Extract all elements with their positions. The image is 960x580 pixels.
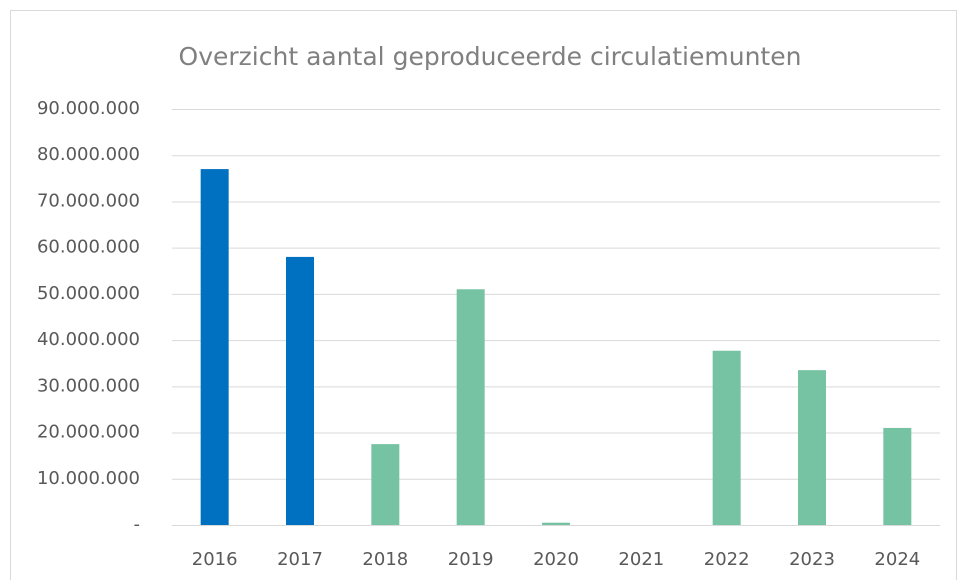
bar (712, 350, 741, 525)
y-tick-label: - (134, 514, 141, 535)
y-tick-label: 20.000.000 (37, 422, 140, 443)
x-tick-label: 2022 (704, 549, 750, 570)
bar (371, 444, 400, 525)
x-tick-label: 2019 (448, 549, 494, 570)
bar (542, 522, 570, 525)
x-tick-label: 2016 (192, 549, 238, 570)
y-tick-label: 70.000.000 (37, 190, 140, 211)
x-tick-label: 2021 (618, 549, 664, 570)
bar (286, 256, 314, 525)
y-tick-label: 50.000.000 (37, 283, 140, 304)
x-tick-label: 2018 (362, 549, 408, 570)
bar (798, 370, 826, 525)
x-tick-label: 2017 (277, 549, 323, 570)
y-tick-label: 30.000.000 (37, 375, 140, 396)
y-tick-label: 40.000.000 (37, 329, 140, 350)
x-tick-label: 2023 (789, 549, 835, 570)
bar (883, 427, 912, 525)
x-tick-label: 2020 (533, 549, 579, 570)
y-tick-label: 90.000.000 (37, 98, 140, 119)
y-tick-label: 80.000.000 (37, 144, 140, 165)
bar (456, 289, 485, 525)
y-tick-label: 60.000.000 (37, 237, 140, 258)
bar (200, 169, 229, 526)
x-tick-label: 2024 (874, 549, 920, 570)
y-tick-label: 10.000.000 (37, 468, 140, 489)
chart-title: Overzicht aantal geproduceerde circulati… (179, 42, 802, 71)
